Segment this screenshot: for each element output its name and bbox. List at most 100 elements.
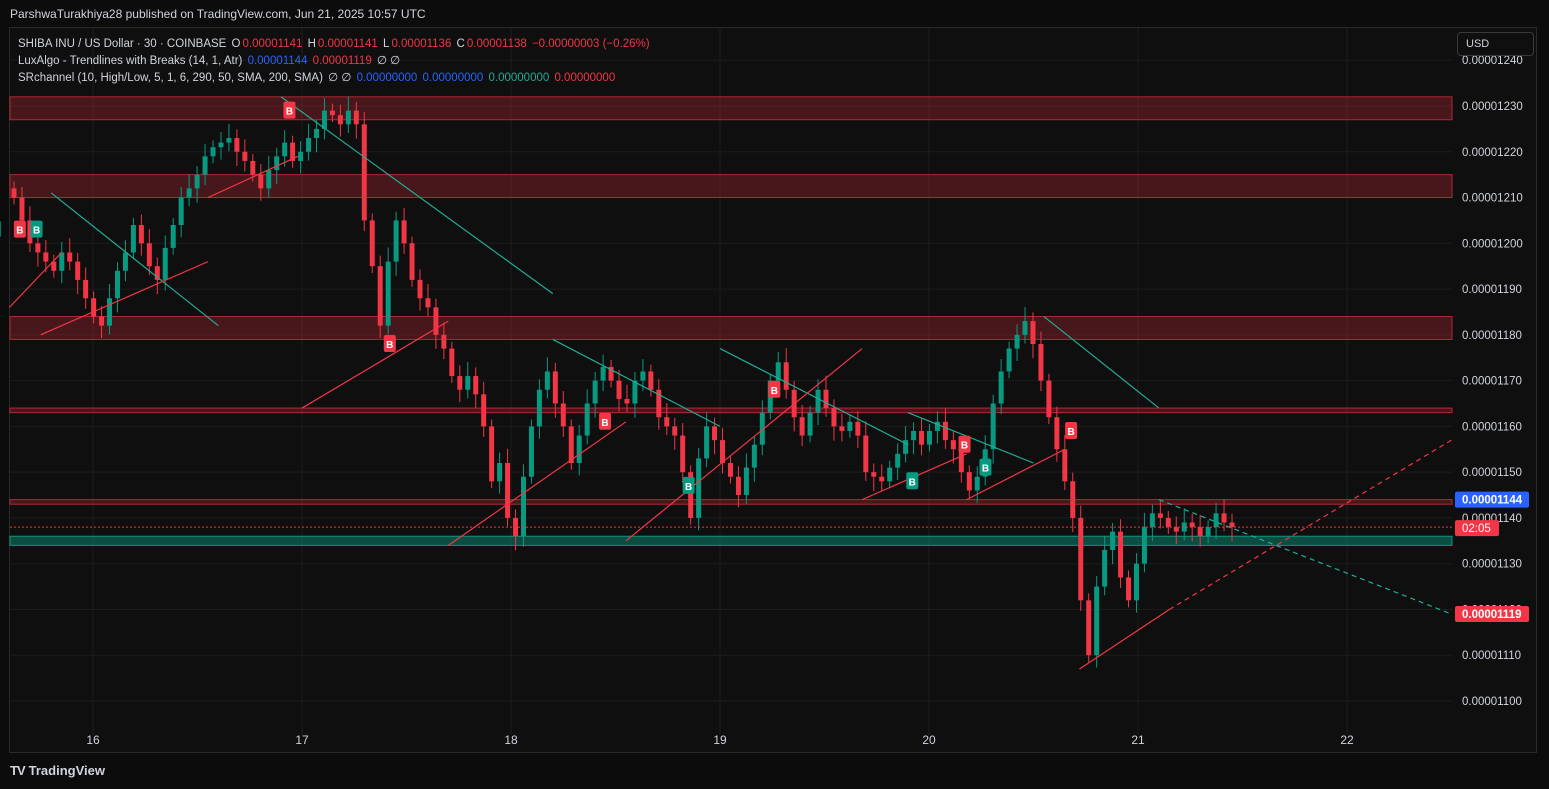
candle-body [855,421,861,436]
candle-body [306,138,312,152]
indicator-srchannel-v2: 0.00000000 [422,72,484,84]
candle-body [83,279,89,299]
break-label-sell [958,435,971,453]
candle-body [162,247,168,280]
candle-body [178,197,184,225]
candle-body [114,270,120,299]
candle-body [751,444,757,468]
candle-body [895,453,901,468]
x-axis-tick-label: 16 [86,733,100,747]
symbol-name[interactable]: SHIBA INU / US Dollar · 30 · COINBASE [18,38,227,50]
break-label-text: B [386,340,393,351]
candle-body [1022,321,1028,335]
candle-body [210,147,216,157]
indicator-srchannel-name[interactable]: SRchannel (10, High/Low, 5, 1, 6, 290, 5… [18,72,323,84]
candle-body [600,366,606,381]
candle-body [314,128,320,139]
indicator-luxalgo-name[interactable]: LuxAlgo - Trendlines with Breaks (14, 1,… [18,55,243,67]
trendline [40,261,209,336]
indicator-srchannel-v4: 0.00000000 [554,72,616,84]
candle-body [1165,517,1171,528]
candle-body [218,142,224,148]
high-value: 0.00001141 [317,38,378,50]
candle-body [1094,586,1100,656]
candle-body [170,225,176,248]
price-axis-badge [1455,520,1499,537]
candle-body [337,115,343,125]
candle-body [385,261,391,326]
candle-body [75,261,81,280]
symbol-legend-row[interactable]: SHIBA INU / US Dollar · 30 · COINBASE O 0… [18,36,652,53]
candle-body [1006,348,1012,372]
candle-body [1189,522,1195,528]
y-axis-tick-label: 0.00001200 [1462,238,1523,250]
open-label: O [231,38,241,50]
low-label: L [383,38,390,50]
candle-body [1157,513,1163,518]
candle-body [1038,344,1044,381]
candle-body [839,426,845,431]
indicator-luxalgo-row[interactable]: LuxAlgo - Trendlines with Breaks (14, 1,… [18,53,652,70]
candle-body [783,362,789,390]
candle-body [934,421,940,431]
break-label-text: B [16,226,23,237]
tradingview-brand: TradingView [28,763,105,778]
candle-body [536,389,542,427]
x-axis-tick-label: 21 [1131,733,1145,747]
candle-body [1014,334,1020,349]
candle-body [266,170,272,189]
candle-body [1205,527,1211,537]
candle-body [1197,527,1203,537]
candle-body [433,307,439,335]
candle-body [950,440,956,450]
candle-body [59,252,65,271]
candle-body [815,389,821,413]
candle-body [282,142,288,157]
publisher-info: ParshwaTurakhiya28 published on TradingV… [10,7,426,21]
candle-body [194,174,200,189]
trendline [966,448,1066,501]
x-axis-tick-label: 20 [922,733,936,747]
candle-body [345,110,351,125]
break-label-text: B [33,226,40,237]
candle-body [401,220,407,244]
candle-body [903,440,909,454]
indicator-srchannel-row[interactable]: SRchannel (10, High/Low, 5, 1, 6, 290, 5… [18,70,652,87]
candle-body [926,430,932,445]
candle-body [632,380,638,404]
candle-body [576,435,582,463]
change-value: −0.00000003 (−0.26%) [531,38,650,50]
high-label: H [307,38,316,50]
price-axis-badge-text: 02:05 [1462,523,1491,535]
trendline [280,96,554,295]
currency-button[interactable]: USD [1457,32,1534,56]
candle-body [234,138,240,152]
trendline [8,252,63,308]
y-axis-tick-label: 0.00001110 [1462,650,1521,662]
candle-body [226,138,232,143]
low-value: 0.00001136 [391,38,452,50]
candle-body [298,151,304,161]
candle-body [544,371,550,390]
tradingview-footer[interactable]: TV TradingView [10,763,105,778]
break-label-text: B [909,477,916,488]
break-label-text: B [771,386,778,397]
candle-body [871,472,877,477]
candle-body [1030,321,1036,344]
candle-body [624,398,630,404]
price-axis-badge [1455,606,1529,623]
indicator-srchannel-v3: 0.00000000 [488,72,550,84]
candle-body [393,220,399,262]
candle-body [51,261,57,271]
y-axis-tick-label: 0.00001190 [1462,284,1522,296]
candle-body [329,110,335,116]
candle-body [688,472,694,518]
break-label-text: B [982,464,989,475]
candle-body [186,188,192,198]
y-axis-tick-label: 0.00001180 [1462,330,1522,342]
trendline [301,320,449,409]
candle-body [958,449,964,473]
trendline [552,338,721,427]
candle-body [258,174,264,189]
